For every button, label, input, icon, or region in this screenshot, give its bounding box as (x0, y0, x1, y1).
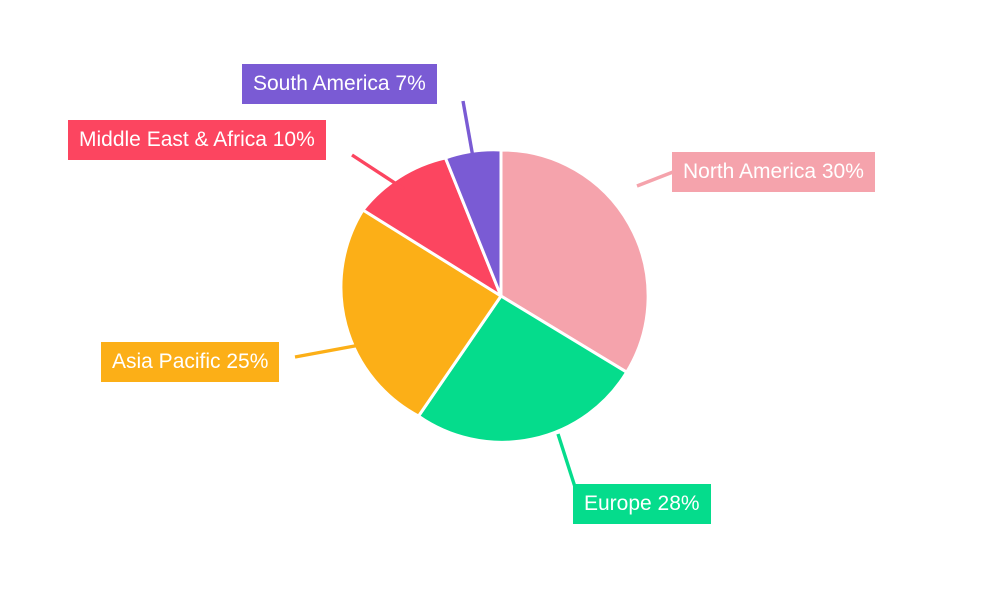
pie-label-europe[interactable]: Europe 28% (573, 484, 711, 524)
leader-line-europe (556, 433, 577, 488)
leader-line-asia-pacific (294, 343, 361, 359)
leader-line-middle-east-africa (351, 153, 405, 191)
pie-wedge-middle-east-africa[interactable] (361, 156, 503, 298)
pie-label-north-america[interactable]: North America 30% (672, 152, 875, 192)
leader-line-south-america (461, 100, 476, 164)
pie-label-asia-pacific[interactable]: Asia Pacific 25% (101, 342, 280, 382)
pie-wedge-europe[interactable] (417, 294, 629, 444)
pie-label-middle-east-africa[interactable]: Middle East & Africa 10% (68, 120, 326, 160)
leader-line-north-america (636, 170, 674, 188)
pie-wedges (339, 148, 650, 444)
pie-leader-lines (294, 100, 674, 488)
pie-wedge-asia-pacific[interactable] (339, 208, 503, 418)
pie-label-south-america[interactable]: South America 7% (242, 64, 437, 104)
